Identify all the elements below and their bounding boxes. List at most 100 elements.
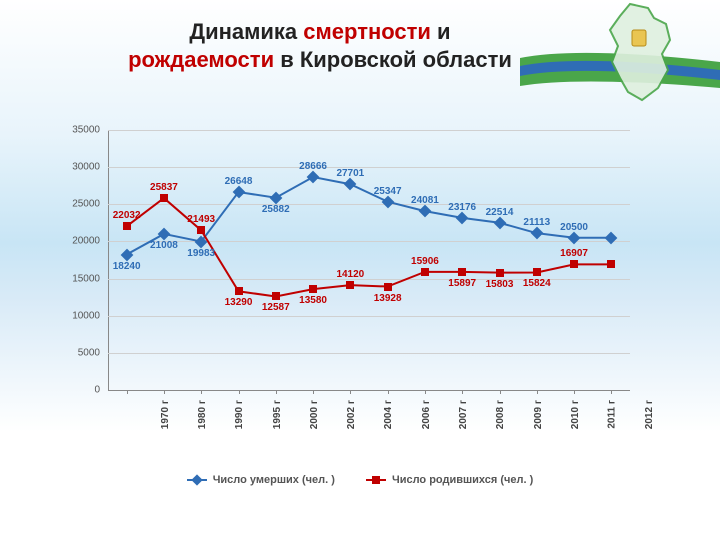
- data-marker: [496, 269, 504, 277]
- x-tick: [611, 390, 612, 394]
- x-tick-label: 2004 г: [384, 400, 395, 429]
- x-tick-label: 2010 г: [570, 400, 581, 429]
- data-marker: [568, 231, 581, 244]
- y-tick-label: 5000: [60, 347, 100, 358]
- data-label: 20500: [560, 222, 588, 233]
- legend-label: Число родившихся (чел. ): [392, 474, 533, 486]
- x-tick: [201, 390, 202, 394]
- y-tick-label: 35000: [60, 125, 100, 136]
- x-tick-label: 2000 г: [309, 400, 320, 429]
- y-tick-label: 0: [60, 385, 100, 396]
- x-tick: [574, 390, 575, 394]
- data-label: 15803: [486, 279, 514, 290]
- data-marker: [123, 222, 131, 230]
- x-tick: [164, 390, 165, 394]
- legend-item-deaths: Число умерших (чел. ): [187, 474, 335, 486]
- x-tick: [537, 390, 538, 394]
- data-marker: [384, 283, 392, 291]
- data-label: 16907: [560, 248, 588, 259]
- x-tick: [425, 390, 426, 394]
- data-label: 27701: [336, 168, 364, 179]
- data-label: 24081: [411, 195, 439, 206]
- data-marker: [421, 268, 429, 276]
- data-label: 21008: [150, 240, 178, 251]
- data-label: 13580: [299, 295, 327, 306]
- x-tick: [127, 390, 128, 394]
- data-marker: [381, 195, 394, 208]
- data-marker: [419, 205, 432, 218]
- x-tick-label: 2007 г: [458, 400, 469, 429]
- x-tick: [388, 390, 389, 394]
- data-marker: [344, 178, 357, 191]
- data-marker: [269, 191, 282, 204]
- title-word: в Кировской области: [274, 47, 512, 72]
- data-label: 15906: [411, 256, 439, 267]
- data-marker: [309, 285, 317, 293]
- data-label: 15824: [523, 278, 551, 289]
- data-label: 14120: [336, 269, 364, 280]
- data-marker: [195, 235, 208, 248]
- chart-area: 05000100001500020000250003000035000 1824…: [70, 130, 630, 430]
- x-tick: [500, 390, 501, 394]
- x-tick-label: 2011 г: [607, 400, 618, 429]
- data-marker: [307, 171, 320, 184]
- data-marker: [570, 260, 578, 268]
- data-label: 12587: [262, 302, 290, 313]
- x-tick: [276, 390, 277, 394]
- title-word: смертности: [303, 19, 431, 44]
- data-marker: [346, 281, 354, 289]
- x-tick-label: 1995 г: [272, 400, 283, 429]
- x-tick-label: 2002 г: [346, 400, 357, 429]
- x-tick-label: 1990 г: [234, 400, 245, 429]
- chart-title: Динамика смертности и рождаемости в Киро…: [0, 18, 720, 73]
- x-tick: [313, 390, 314, 394]
- data-marker: [493, 216, 506, 229]
- data-label: 28666: [299, 161, 327, 172]
- data-label: 25837: [150, 182, 178, 193]
- data-label: 25347: [374, 186, 402, 197]
- data-marker: [605, 231, 618, 244]
- x-tick-label: 1980 г: [197, 400, 208, 429]
- x-tick-label: 1970 г: [160, 400, 171, 429]
- data-label: 22514: [486, 207, 514, 218]
- x-tick-label: 2012 г: [645, 400, 656, 429]
- data-label: 25882: [262, 204, 290, 215]
- y-tick-label: 25000: [60, 199, 100, 210]
- y-tick-label: 30000: [60, 162, 100, 173]
- x-tick: [462, 390, 463, 394]
- data-marker: [158, 228, 171, 241]
- data-marker: [456, 211, 469, 224]
- data-marker: [197, 226, 205, 234]
- y-tick-label: 10000: [60, 310, 100, 321]
- data-label: 15897: [448, 278, 476, 289]
- legend-item-births: Число родившихся (чел. ): [366, 474, 533, 486]
- title-word: рождаемости: [128, 47, 274, 72]
- plot-area: 18240 21008 19983 26648 25882 28666 27701 25347…: [108, 130, 630, 390]
- data-marker: [232, 186, 245, 199]
- legend-label: Число умерших (чел. ): [213, 474, 335, 486]
- x-tick-label: 2009 г: [533, 400, 544, 429]
- data-marker: [235, 287, 243, 295]
- data-label: 26648: [225, 176, 253, 187]
- data-marker: [272, 292, 280, 300]
- x-axis: [108, 390, 630, 391]
- y-tick-label: 20000: [60, 236, 100, 247]
- data-label: 21493: [187, 214, 215, 225]
- data-label: 19983: [187, 248, 215, 259]
- data-marker: [120, 248, 133, 261]
- data-label: 13928: [374, 293, 402, 304]
- title-word: и: [431, 19, 451, 44]
- x-tick-label: 2006 г: [421, 400, 432, 429]
- data-label: 13290: [225, 297, 253, 308]
- data-label: 22032: [113, 210, 141, 221]
- data-label: 21113: [523, 217, 550, 228]
- y-tick-label: 15000: [60, 273, 100, 284]
- x-tick-label: 2008 г: [495, 400, 506, 429]
- x-tick: [239, 390, 240, 394]
- data-marker: [607, 260, 615, 268]
- data-marker: [533, 268, 541, 276]
- data-label: 23176: [448, 202, 476, 213]
- data-marker: [458, 268, 466, 276]
- data-label: 18240: [113, 261, 141, 272]
- x-tick: [350, 390, 351, 394]
